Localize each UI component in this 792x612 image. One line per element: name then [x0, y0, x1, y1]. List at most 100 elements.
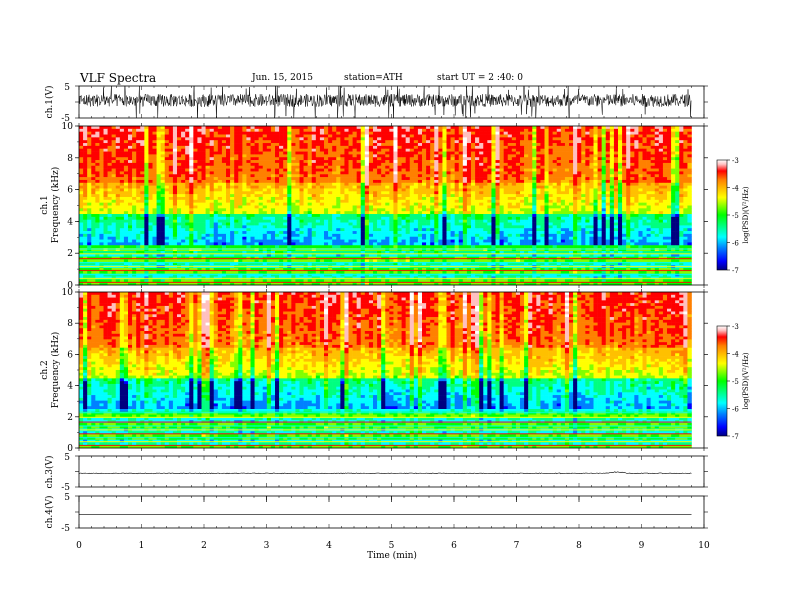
spectrogram-cell: [381, 126, 386, 130]
spectrogram-cell: [540, 191, 545, 195]
spectrogram-cell: [152, 177, 157, 181]
spectrogram-cell: [446, 134, 451, 138]
spectrogram-cell: [128, 168, 133, 172]
spectrogram-cell: [270, 145, 276, 150]
spectrogram-cell: [99, 126, 104, 130]
spectrogram-cell: [687, 174, 692, 178]
spectrogram-cell: [667, 162, 672, 167]
spectrogram-cell: [471, 191, 476, 195]
spectrogram-cell: [144, 140, 149, 144]
spectrogram-cell: [230, 191, 235, 195]
spectrogram-cell: [348, 148, 353, 152]
spectrogram-cell: [324, 177, 329, 181]
spectrogram-cell: [364, 194, 370, 198]
spectrogram-cell: [197, 179, 202, 184]
spectrogram-cell: [319, 177, 325, 181]
spectrogram-cell: [646, 205, 651, 209]
spectrogram-cell: [552, 208, 558, 212]
spectrogram-cell: [128, 157, 133, 161]
spectrogram-cell: [291, 208, 296, 212]
spectrogram-cell: [589, 182, 594, 186]
spectrogram-cell: [266, 171, 272, 175]
spectrogram-cell: [626, 177, 631, 181]
spectrogram-cell: [217, 162, 223, 167]
spectrogram-cell: [385, 179, 390, 184]
spectrogram-cell: [201, 143, 206, 147]
spectrogram-cell: [83, 194, 88, 198]
spectrogram-cell: [438, 194, 443, 198]
spectrogram-cell: [528, 177, 533, 181]
spectrogram-cell: [385, 216, 390, 220]
spectrogram-cell: [132, 143, 137, 147]
spectrogram-cell: [230, 174, 235, 178]
spectrogram-cell: [217, 157, 223, 161]
spectrogram-cell: [111, 165, 117, 169]
spectrogram-cell: [495, 128, 500, 132]
spectrogram-cell: [303, 216, 308, 220]
spectrogram-cell: [409, 128, 415, 132]
spectrogram-cell: [528, 182, 533, 186]
spectrogram-cell: [193, 216, 198, 220]
spectrogram-cell: [115, 177, 121, 181]
spectrogram-cell: [650, 165, 656, 169]
spectrogram-cell: [103, 194, 108, 198]
spectrogram-cell: [442, 140, 447, 144]
spectrogram-cell: [360, 126, 366, 130]
spectrogram-cell: [544, 171, 549, 175]
spectrogram-cell: [99, 165, 104, 169]
spectrogram-cell: [172, 177, 178, 181]
spectrogram-cell: [613, 199, 619, 203]
spectrogram-cell: [458, 151, 464, 155]
spectrogram-cell: [160, 199, 166, 203]
spectrogram-cell: [336, 179, 341, 184]
spectrogram-cell: [111, 160, 117, 164]
spectrogram-cell: [417, 188, 423, 192]
spectrogram-cell: [364, 137, 370, 141]
spectrogram-cell: [675, 196, 680, 201]
spectrogram-cell: [634, 168, 639, 172]
spectrogram-cell: [258, 194, 264, 198]
spectrogram-cell: [144, 194, 149, 198]
spectrogram-cell: [99, 128, 104, 132]
spectrogram-cell: [593, 151, 598, 155]
spectrogram-cell: [389, 179, 394, 184]
spectrogram-cell: [626, 199, 631, 203]
spectrogram-cell: [352, 174, 357, 178]
spectrogram-cell: [348, 154, 353, 158]
spectrogram-cell: [417, 137, 423, 141]
spectrogram-cell: [569, 143, 574, 147]
spectrogram-cell: [667, 211, 672, 215]
spectrogram-cell: [189, 191, 194, 195]
spectrogram-cell: [393, 151, 398, 155]
spectrogram-cell: [466, 211, 472, 215]
spectrogram-cell: [438, 199, 443, 203]
spectrogram-cell: [360, 191, 366, 195]
spectrogram-cell: [319, 143, 325, 147]
spectrogram-cell: [152, 126, 157, 130]
spectrogram-cell: [115, 157, 121, 161]
spectrogram-cell: [634, 177, 639, 181]
spectrogram-cell: [287, 165, 292, 169]
spectrogram-cell: [667, 137, 672, 141]
spectrogram-cell: [377, 131, 382, 135]
spectrogram-cell: [364, 191, 370, 195]
spectrogram-cell: [197, 196, 202, 201]
spectrogram-cell: [242, 191, 247, 195]
spectrogram-cell: [544, 157, 549, 161]
spectrogram-cell: [495, 151, 500, 155]
spectrogram-cell: [573, 126, 578, 130]
spectrogram-cell: [581, 148, 586, 152]
spectrogram-cell: [119, 177, 125, 181]
spectrogram-cell: [389, 134, 394, 138]
spectrogram-cell: [515, 143, 521, 147]
spectrogram-cell: [552, 154, 558, 158]
spectrogram-cell: [213, 131, 219, 135]
spectrogram-cell: [258, 208, 264, 212]
spectrogram-cell: [671, 154, 676, 158]
spectrogram-cell: [422, 214, 427, 218]
spectrogram-cell: [430, 194, 435, 198]
spectrogram-cell: [336, 151, 341, 155]
spectrogram-cell: [299, 196, 304, 201]
spectrogram-cell: [466, 131, 472, 135]
spectrogram-cell: [348, 179, 353, 184]
